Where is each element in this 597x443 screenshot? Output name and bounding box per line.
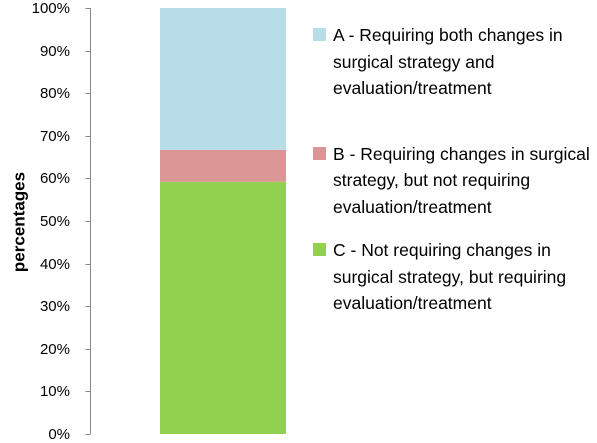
- bar-segments: [160, 8, 286, 434]
- y-axis-tick-labels: 0% 10% 20% 30% 40% 50% 60% 70% 80% 90% 100%: [32, 0, 70, 443]
- legend-swatch-c: [313, 243, 326, 256]
- legend-swatch-a: [313, 28, 326, 41]
- y-tick-label-10: 100%: [32, 0, 70, 17]
- y-axis-ticks: [85, 8, 91, 435]
- legend-item-c: C - Not requiring changes in surgical st…: [313, 237, 597, 317]
- legend-label-a: A - Requiring both changes in surgical s…: [333, 25, 563, 98]
- bar-segment-c: [160, 181, 286, 434]
- y-axis-title: percentages: [10, 172, 29, 272]
- y-tick-label-9: 90%: [40, 43, 70, 60]
- legend-swatch-b: [313, 146, 326, 160]
- y-tick-label-8: 80%: [40, 85, 70, 102]
- y-tick-label-5: 50%: [40, 213, 70, 230]
- legend-label-b: B - Requiring changes in surgical strate…: [333, 143, 590, 217]
- y-tick-label-6: 60%: [40, 170, 70, 187]
- y-tick-label-7: 70%: [40, 128, 70, 145]
- chart-legend: A - Requiring both changes in surgical s…: [313, 22, 597, 317]
- y-tick-label-0: 0%: [48, 426, 70, 443]
- legend-label-c: C - Not requiring changes in surgical st…: [333, 240, 567, 313]
- bar-segment-b: [160, 149, 286, 182]
- legend-item-b: B - Requiring changes in surgical strate…: [313, 141, 597, 221]
- y-tick-label-4: 40%: [40, 256, 70, 273]
- y-tick-label-2: 20%: [40, 341, 70, 358]
- bar-segment-a: [160, 8, 286, 150]
- legend-item-a: A - Requiring both changes in surgical s…: [313, 22, 597, 102]
- y-tick-label-1: 10%: [40, 383, 70, 400]
- y-tick-label-3: 30%: [40, 298, 70, 315]
